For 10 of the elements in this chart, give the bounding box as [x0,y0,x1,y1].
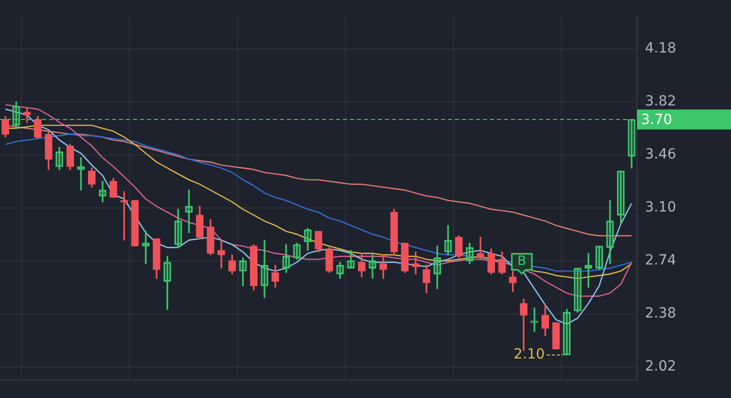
y-tick-label: 4.18 [645,40,676,56]
y-tick-label: 3.10 [645,199,676,216]
y-tick-label: 2.38 [645,305,676,322]
y-tick-label: 2.02 [645,358,676,374]
ref-line-label: 3.70 [641,112,672,128]
annotation: 2.10 [514,346,545,363]
annotation: B [517,254,526,270]
y-tick-label: 2.74 [645,252,676,268]
y-tick-label: 3.46 [645,146,676,162]
y-tick-label: 3.82 [645,93,676,110]
